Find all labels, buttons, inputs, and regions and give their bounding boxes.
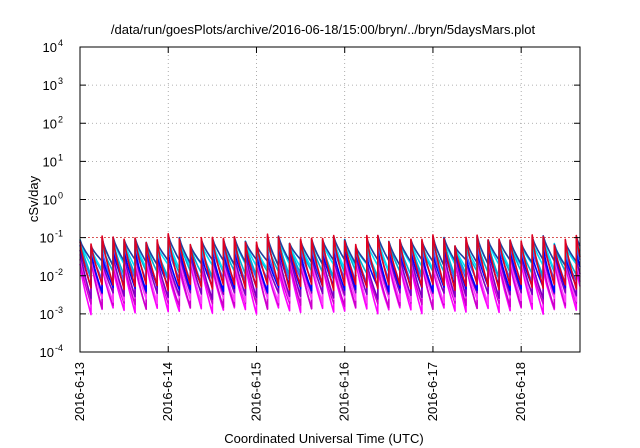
y-tick-label: 10-2 xyxy=(40,267,63,284)
y-axis-label: cSv/day xyxy=(26,175,41,222)
series-line xyxy=(79,234,581,267)
x-tick-label: 2016-6-16 xyxy=(337,362,352,421)
y-tick-label: 10-4 xyxy=(40,343,63,360)
grid xyxy=(80,47,580,352)
y-tick-label: 10-1 xyxy=(40,229,63,246)
series-line xyxy=(79,237,581,279)
y-tick-label: 101 xyxy=(43,152,63,169)
x-tick-label: 2016-6-13 xyxy=(72,362,87,421)
chart-title: /data/run/goesPlots/archive/2016-06-18/1… xyxy=(111,22,536,37)
series-line xyxy=(79,249,581,300)
series-line xyxy=(79,255,581,311)
x-tick-label: 2016-6-18 xyxy=(513,362,528,421)
series-group xyxy=(79,233,581,316)
series-line xyxy=(79,233,581,292)
x-axis-label: Coordinated Universal Time (UTC) xyxy=(224,431,423,446)
x-tick-label: 2016-6-17 xyxy=(425,362,440,421)
x-axis: 2016-6-13 2016-6-14 2016-6-15 2016-6-16 2016… xyxy=(72,47,528,421)
series-line xyxy=(79,235,581,272)
y-tick-label: 102 xyxy=(43,114,63,131)
y-tick-label: 103 xyxy=(43,76,63,93)
y-tick-label: 100 xyxy=(43,191,63,208)
x-tick-label: 2016-6-14 xyxy=(160,362,175,421)
y-axis: 10-4 10-3 10-2 10-1 100 101 102 103 104 xyxy=(40,38,580,360)
y-tick-label: 10-3 xyxy=(40,305,63,322)
series-line xyxy=(79,258,581,316)
y-tick-label: 104 xyxy=(43,38,63,55)
x-tick-label: 2016-6-15 xyxy=(248,362,263,421)
